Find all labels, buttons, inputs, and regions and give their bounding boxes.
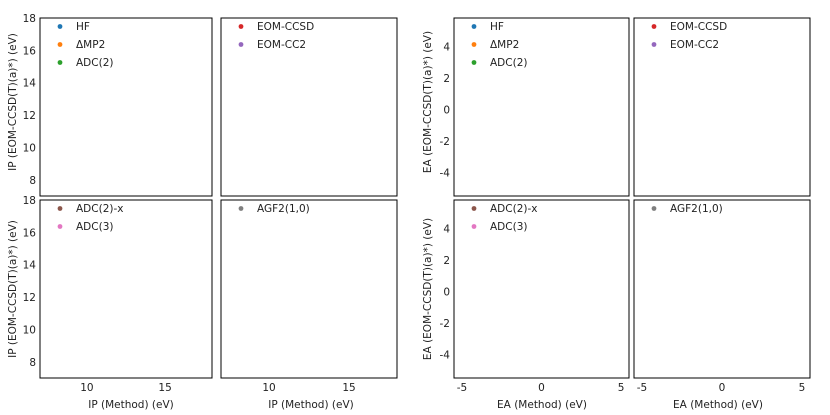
legend-marker-eom-cc2 (651, 42, 657, 47)
legend-label-adc-3: ADC(3) (76, 221, 113, 233)
y-tick-label: 18 (23, 195, 36, 207)
y-tick-label: 0 (443, 286, 450, 298)
x-tick-label: 5 (799, 382, 806, 394)
y-tick-label: -4 (440, 167, 451, 179)
panel-ea-tl: -4 -2 0 2 4 HF ΔMP2 ADC(2) (440, 17, 630, 197)
panel-ip-br: 10 15 AGF2(1,0) (220, 199, 398, 394)
legend-label-adc-3: ADC(3) (490, 221, 527, 233)
y-tick-label: 0 (443, 104, 450, 116)
x-tick-label: 15 (342, 382, 355, 394)
y-tick-label: 10 (23, 142, 36, 154)
legend-label-adc-2-x: ADC(2)-x (76, 203, 123, 215)
legend-marker-delta-mp2 (471, 42, 477, 47)
legend-label-eom-cc2: EOM-CC2 (670, 39, 719, 51)
panel-ea-bl: -4 -2 0 2 4 -5 0 5 ADC(2)-x ADC(3) (440, 199, 630, 394)
ylabel-ea-bottom: EA (EOM-CCSD(T)(a)*) (eV) (422, 218, 434, 360)
legend-label-agf2-1-0: AGF2(1,0) (670, 203, 723, 215)
legend-label-adc-2: ADC(2) (490, 57, 527, 69)
legend-marker-adc-2-x (471, 206, 477, 211)
panel-frame (633, 17, 811, 197)
legend-label-hf: HF (490, 21, 504, 33)
y-tick-label: 12 (23, 110, 36, 122)
x-tick-label: 10 (262, 382, 275, 394)
panel-frame (453, 199, 630, 379)
legend-marker-hf (57, 24, 63, 29)
legend-marker-hf (471, 24, 477, 29)
y-tick-label: 8 (29, 357, 36, 369)
legend-marker-eom-ccsd (238, 24, 244, 29)
legend-label-eom-ccsd: EOM-CCSD (257, 21, 314, 33)
panel-ea-br: -5 0 5 AGF2(1,0) (633, 199, 811, 394)
panel-frame (39, 17, 213, 197)
panel-frame (220, 17, 398, 197)
panel-frame (633, 199, 811, 379)
legend-label-delta-mp2: ΔMP2 (76, 39, 105, 51)
legend-marker-delta-mp2 (57, 42, 63, 47)
y-tick-label: 2 (443, 255, 450, 267)
y-tick-label: 12 (23, 292, 36, 304)
legend-marker-agf2-1-0 (651, 206, 657, 211)
x-tick-label: 0 (538, 382, 545, 394)
panel-ip-tr: EOM-CCSD EOM-CC2 (220, 17, 398, 197)
legend-label-adc-2: ADC(2) (76, 57, 113, 69)
panel-frame (220, 199, 398, 379)
ylabel-ip-bottom: IP (EOM-CCSD(T)(a)*) (eV) (7, 220, 19, 358)
xlabel-ea-left: EA (Method) (eV) (497, 399, 587, 411)
legend-marker-adc-3 (471, 224, 477, 229)
panel-ea-tr: EOM-CCSD EOM-CC2 (633, 17, 811, 197)
y-tick-label: -2 (440, 318, 450, 330)
ylabel-ea-top: EA (EOM-CCSD(T)(a)*) (eV) (422, 31, 434, 173)
legend-marker-eom-ccsd (651, 24, 657, 29)
x-tick-label: 10 (80, 382, 93, 394)
xlabel-ip-right: IP (Method) (eV) (268, 399, 354, 411)
x-tick-label: -5 (637, 382, 647, 394)
legend-label-hf: HF (76, 21, 90, 33)
legend-label-eom-cc2: EOM-CC2 (257, 39, 306, 51)
y-tick-label: 14 (23, 78, 37, 90)
panel-frame (453, 17, 630, 197)
xlabel-ip-left: IP (Method) (eV) (88, 399, 174, 411)
xlabel-ea-right: EA (Method) (eV) (673, 399, 763, 411)
y-tick-label: 16 (23, 227, 37, 239)
legend-marker-adc-2-x (57, 206, 63, 211)
y-tick-label: 8 (29, 175, 36, 187)
legend-label-adc-2-x: ADC(2)-x (490, 203, 537, 215)
y-tick-label: -2 (440, 136, 450, 148)
y-tick-label: 10 (23, 324, 36, 336)
panel-ip-bl: 8 10 12 14 16 18 10 15 ADC(2)-x ADC(3) (23, 195, 213, 394)
y-tick-label: 4 (443, 223, 450, 235)
ylabel-ip-top: IP (EOM-CCSD(T)(a)*) (eV) (7, 33, 19, 171)
y-tick-label: 4 (443, 41, 450, 53)
legend-marker-adc-2 (57, 60, 63, 65)
y-tick-label: 2 (443, 73, 450, 85)
x-tick-label: 15 (158, 382, 171, 394)
x-tick-label: 5 (618, 382, 625, 394)
y-tick-label: 18 (23, 13, 36, 25)
x-tick-label: 0 (719, 382, 726, 394)
panel-frame (39, 199, 213, 379)
legend-marker-adc-3 (57, 224, 63, 229)
legend-marker-eom-cc2 (238, 42, 244, 47)
legend-label-eom-ccsd: EOM-CCSD (670, 21, 727, 33)
legend-label-delta-mp2: ΔMP2 (490, 39, 519, 51)
x-tick-label: -5 (457, 382, 467, 394)
panel-ip-tl: 8 10 12 14 16 18 HF ΔMP2 ADC(2) (23, 13, 213, 197)
y-tick-label: -4 (440, 349, 451, 361)
legend-marker-adc-2 (471, 60, 477, 65)
y-tick-label: 16 (23, 45, 37, 57)
y-tick-label: 14 (23, 260, 37, 272)
legend-marker-agf2-1-0 (238, 206, 244, 211)
legend-label-agf2-1-0: AGF2(1,0) (257, 203, 310, 215)
